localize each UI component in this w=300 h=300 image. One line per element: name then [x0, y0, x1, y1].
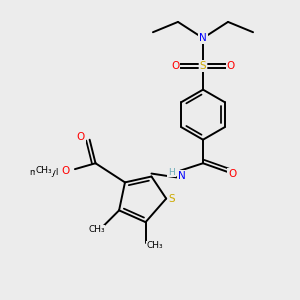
- Text: CH₃: CH₃: [146, 241, 163, 250]
- Text: H: H: [168, 168, 175, 177]
- Text: N: N: [199, 33, 207, 43]
- Text: N: N: [178, 171, 185, 181]
- Text: O: O: [228, 169, 237, 178]
- Text: S: S: [200, 61, 206, 71]
- Text: O: O: [171, 61, 179, 71]
- Text: O: O: [227, 61, 235, 71]
- Text: CH₃: CH₃: [88, 225, 105, 234]
- Text: CH₃: CH₃: [36, 166, 52, 175]
- Text: methyl: methyl: [29, 168, 59, 177]
- Text: S: S: [169, 194, 175, 204]
- Text: O: O: [77, 132, 85, 142]
- Text: O: O: [61, 166, 70, 176]
